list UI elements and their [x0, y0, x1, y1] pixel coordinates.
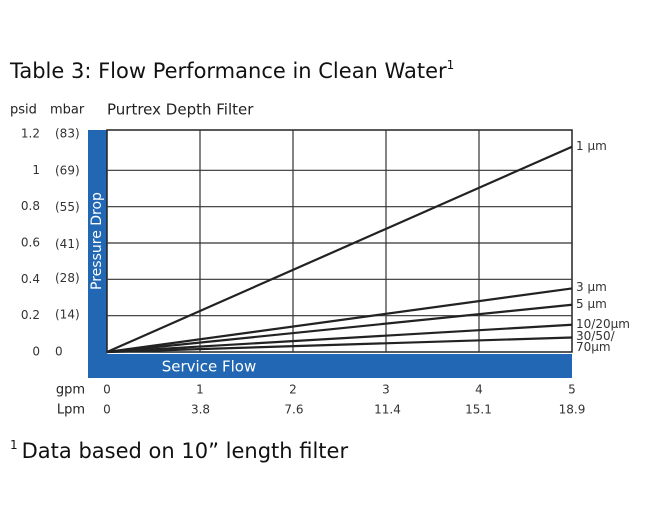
series-label: 3 µm — [576, 280, 607, 295]
series-line — [106, 287, 573, 354]
series-line — [106, 323, 573, 354]
series-label: 5 µm — [576, 296, 607, 311]
x2-tick-label: 0 — [103, 403, 111, 417]
x-tick-label: 2 — [289, 383, 297, 397]
y-tick-label: 0.6 — [21, 236, 40, 250]
y2-tick-label: (14) — [55, 308, 80, 322]
y-tick-label: 0.2 — [21, 308, 40, 322]
y2-tick-label: (28) — [55, 271, 80, 285]
x2-tick-label: 7.6 — [284, 403, 303, 417]
y2-tick-label: (41) — [55, 237, 80, 251]
x2-tick-label: 18.9 — [559, 403, 586, 417]
x-tick-label: 3 — [382, 383, 390, 397]
y-unit: psid — [10, 103, 37, 118]
y-tick-label: 1.2 — [21, 127, 40, 141]
series-line — [106, 303, 573, 354]
x2-unit: Lpm — [57, 403, 85, 418]
series-label: 1 µm — [576, 138, 607, 153]
y-tick-label: 0.4 — [21, 272, 40, 286]
y2-tick-label: (69) — [55, 163, 80, 177]
y-tick-label: 1 — [32, 163, 40, 177]
y-band — [88, 130, 107, 378]
x-tick-label: 1 — [196, 383, 204, 397]
x-tick-label: 4 — [475, 383, 483, 397]
x2-tick-label: 15.1 — [465, 403, 492, 417]
chart-title: Table 3: Flow Performance in Clean Water… — [9, 58, 454, 84]
series-line — [106, 336, 573, 354]
footnote: 1 Data based on 10” length filter — [10, 438, 348, 464]
y-tick-label: 0.8 — [21, 199, 40, 213]
x-unit: gpm — [56, 383, 85, 398]
series-label: 10/20µm — [576, 316, 630, 331]
y2-unit: mbar — [50, 103, 85, 118]
title-note: 1 — [447, 58, 455, 72]
series-label: 30/50/ 70µm — [576, 329, 615, 355]
footnote-marker: 1 — [10, 438, 18, 452]
plot-frame — [106, 129, 573, 353]
footnote-text: Data based on 10” length filter — [22, 439, 349, 463]
series-line — [106, 145, 573, 354]
x-axis-label: Service Flow — [162, 358, 256, 376]
x-tick-label: 0 — [103, 383, 111, 397]
y-tick-label: 0 — [32, 345, 40, 359]
x-tick-label: 5 — [568, 383, 576, 397]
y2-tick-label: (83) — [55, 127, 80, 141]
x2-tick-label: 11.4 — [374, 403, 401, 417]
y2-tick-label: (55) — [55, 200, 80, 214]
x-band — [88, 354, 572, 378]
y-axis-label: Pressure Drop — [89, 192, 105, 290]
y2-tick-label: 0 — [55, 345, 63, 359]
subtitle: Purtrex Depth Filter — [107, 101, 254, 119]
x2-tick-label: 3.8 — [191, 403, 210, 417]
title-text: Table 3: Flow Performance in Clean Water — [9, 59, 447, 83]
